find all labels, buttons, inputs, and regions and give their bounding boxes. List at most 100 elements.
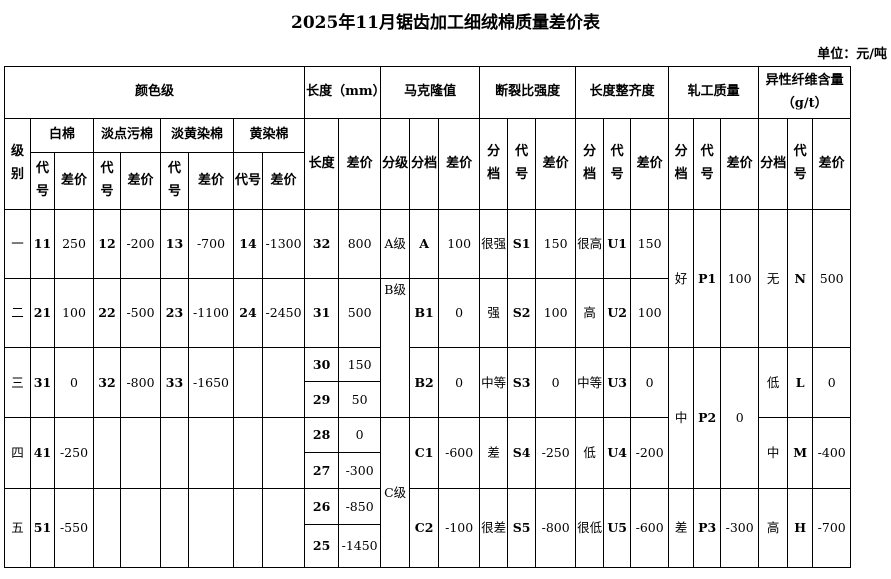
table-cell: 21 bbox=[30, 278, 55, 348]
table-cell: -500 bbox=[120, 278, 161, 348]
column-header: 分级 bbox=[380, 118, 411, 210]
column-header: 淡黄染棉 bbox=[160, 118, 234, 153]
table-row: 三 31 0 32 -800 33 -1650 30 150 B2 0 中等 S3 0 中等 U3 0 中 P2 0 低… bbox=[4, 347, 852, 489]
table-cell: 中等 bbox=[479, 347, 509, 418]
table-row: 五 51 -550 26 -850 C2 -100 很差 S5 -800 很低 U5 -600 差 P3 -3… bbox=[4, 488, 852, 568]
table-cell: 33 bbox=[160, 347, 189, 418]
table-cell: 30 bbox=[304, 347, 340, 382]
table-cell: M bbox=[787, 417, 814, 489]
table-cell: U5 bbox=[603, 488, 632, 568]
table-cell bbox=[120, 417, 161, 489]
table-cell: -2450 bbox=[261, 278, 306, 348]
table-row: 25 -1450 bbox=[5, 524, 851, 568]
table-cell: 0 bbox=[535, 347, 577, 418]
column-header: 差价 bbox=[120, 152, 161, 210]
table-cell: 0 bbox=[438, 347, 481, 418]
table-cell: 500 bbox=[338, 278, 382, 348]
column-header: 差价 bbox=[338, 118, 382, 210]
table-cell: 27 bbox=[304, 452, 340, 489]
table-cell bbox=[261, 417, 306, 489]
table-cell bbox=[233, 347, 263, 418]
table-cell: 500 bbox=[812, 209, 852, 348]
column-header: 代号 bbox=[160, 152, 189, 210]
column-header: 差价 bbox=[630, 118, 670, 210]
table-cell: 很高 bbox=[575, 209, 605, 279]
table-cell: -300 bbox=[338, 452, 382, 489]
table-cell: A级 bbox=[380, 209, 411, 279]
table-cell: P1 bbox=[693, 209, 722, 348]
column-header: 马克隆值 bbox=[380, 66, 481, 119]
table-cell: 很低 bbox=[575, 488, 605, 568]
table-cell: 0 bbox=[812, 347, 852, 418]
table-cell: 一 bbox=[4, 209, 31, 279]
table-cell: 25 bbox=[304, 524, 340, 568]
column-header: 长度整齐度 bbox=[575, 66, 670, 119]
table-cell: 26 bbox=[304, 488, 340, 525]
column-header: 代号 bbox=[603, 118, 632, 210]
column-header: 代号 bbox=[787, 118, 814, 210]
table-cell: 三 bbox=[4, 347, 31, 418]
column-header: 级别 bbox=[4, 118, 31, 210]
table-cell bbox=[261, 347, 306, 418]
table-cell: -200 bbox=[630, 417, 670, 489]
table-cell: 31 bbox=[30, 347, 55, 418]
table-cell: 41 bbox=[30, 417, 55, 489]
table-cell: 23 bbox=[160, 278, 189, 348]
table-cell: 100 bbox=[54, 278, 94, 348]
table-cell: 31 bbox=[304, 278, 340, 348]
column-header: 长度 bbox=[304, 118, 340, 210]
column-header: 异性纤维含量（g/t） bbox=[758, 66, 852, 119]
unit-label: 单位：元/吨 bbox=[817, 47, 887, 62]
table-cell: -700 bbox=[188, 209, 234, 279]
column-header: 淡点污棉 bbox=[93, 118, 161, 153]
column-header: 代号 bbox=[233, 152, 263, 210]
table-cell: 32 bbox=[93, 347, 121, 418]
table-cell: -250 bbox=[535, 417, 577, 489]
table-cell: N bbox=[787, 209, 814, 348]
table-cell: P2 bbox=[693, 347, 722, 489]
table-cell: -600 bbox=[630, 488, 670, 568]
table-cell: 强 bbox=[479, 278, 509, 348]
table-cell: 低 bbox=[575, 417, 605, 489]
column-header: 代号 bbox=[693, 118, 722, 210]
column-header: 长度（mm） bbox=[304, 66, 382, 119]
table-cell: 11 bbox=[30, 209, 55, 279]
header-row: 颜色级 长度（mm） 马克隆值 断裂比强度 长度整齐度 轧工质量 异性纤维含量（g/t） bbox=[3, 66, 852, 119]
table-cell: -800 bbox=[535, 488, 577, 568]
table-cell bbox=[188, 488, 234, 568]
column-header: 分档 bbox=[409, 118, 440, 210]
table-cell: 无 bbox=[758, 209, 789, 348]
table-cell: 50 bbox=[338, 381, 382, 418]
table-cell: P3 bbox=[693, 488, 722, 568]
table-cell: -200 bbox=[120, 209, 161, 279]
table-cell: 100 bbox=[438, 209, 481, 279]
table-cell: 0 bbox=[54, 347, 94, 418]
table-cell: 四 bbox=[4, 417, 31, 489]
table-cell: C1 bbox=[409, 417, 440, 489]
price-difference-table: 颜色级 长度（mm） 马克隆值 断裂比强度 长度整齐度 轧工质量 异性纤维含量（g/t） 级别… bbox=[3, 66, 852, 568]
table-cell: 二 bbox=[4, 278, 31, 348]
table-cell: 24 bbox=[233, 278, 263, 348]
table-row: 四 41 -250 28 0 C级 C1 -600 差 S4 -250 低 U4 -200 中 M -400 bbox=[4, 417, 852, 568]
table-cell: U2 bbox=[603, 278, 632, 348]
column-header: 差价 bbox=[438, 118, 481, 210]
table-cell: -1100 bbox=[188, 278, 234, 348]
column-header: 分档 bbox=[668, 118, 695, 210]
table-cell bbox=[261, 488, 306, 568]
table-cell bbox=[188, 417, 234, 489]
column-header: 分档 bbox=[575, 118, 605, 210]
table-cell: 28 bbox=[304, 417, 340, 453]
table-cell: 100 bbox=[630, 278, 670, 348]
table-cell: H bbox=[787, 488, 814, 568]
column-header: 白棉 bbox=[30, 118, 94, 153]
column-header: 断裂比强度 bbox=[479, 66, 577, 119]
table-cell: U1 bbox=[603, 209, 632, 279]
table-cell: 32 bbox=[304, 209, 340, 279]
table-cell: S3 bbox=[507, 347, 537, 418]
table-cell: 很差 bbox=[479, 488, 509, 568]
table-cell: -100 bbox=[438, 488, 481, 568]
column-header: 差价 bbox=[261, 152, 306, 210]
table-cell: 0 bbox=[720, 347, 760, 489]
table-cell: 差 bbox=[668, 488, 695, 568]
table-cell: 低 bbox=[758, 347, 789, 418]
